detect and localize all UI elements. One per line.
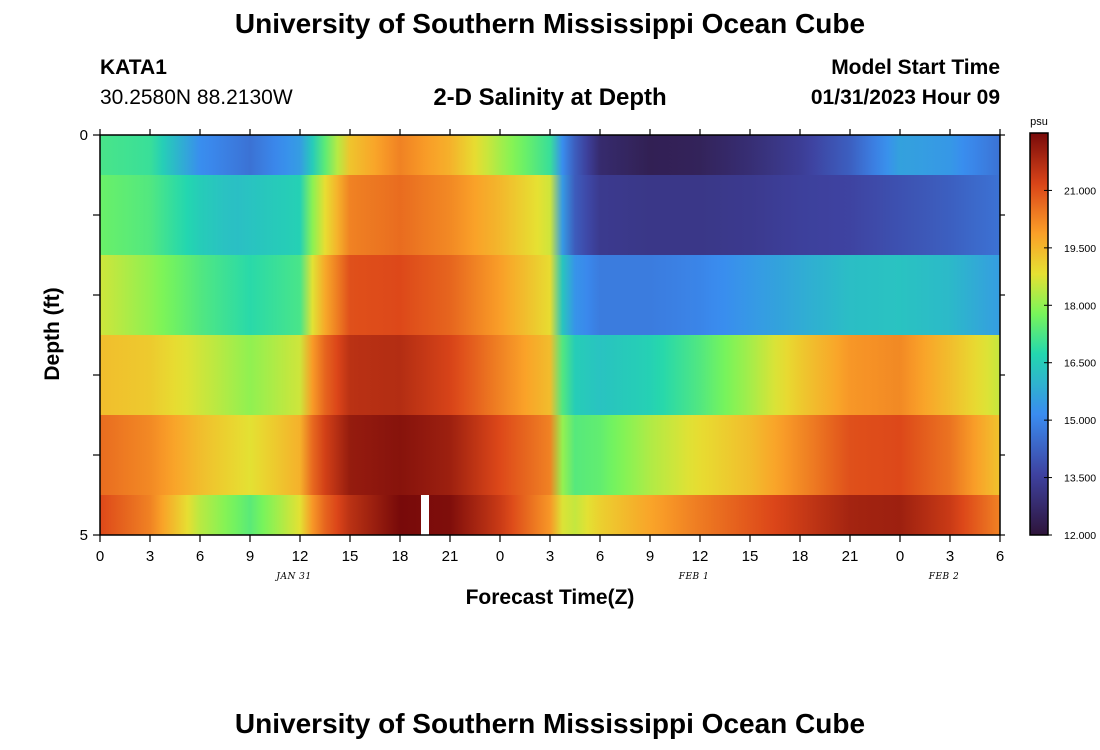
x-tick-label: 0 — [96, 548, 104, 565]
colorbar-tick-label: 13.500 — [1064, 473, 1096, 485]
x-axis-title: Forecast Time(Z) — [466, 586, 635, 609]
heatmap-row — [100, 495, 1000, 535]
colorbar-tick-label: 18.000 — [1064, 300, 1096, 312]
heatmap-row — [100, 415, 1000, 495]
footer-title: University of Southern Mississippi Ocean… — [234, 708, 866, 739]
day-label: FEB 2 — [928, 572, 960, 582]
colorbar-tick-label: 21.000 — [1064, 185, 1096, 197]
colorbar-tick-label: 15.000 — [1064, 415, 1096, 427]
x-tick-label: 0 — [896, 548, 904, 565]
station-id: KATA1 — [100, 56, 167, 79]
x-tick-label: 9 — [646, 548, 654, 565]
x-tick-label: 9 — [246, 548, 254, 565]
colorbar-gradient — [1029, 132, 1049, 536]
colorbar-tick-label: 19.500 — [1064, 243, 1096, 255]
day-label: JAN 31 — [274, 572, 311, 582]
y-axis-title: Depth (ft) — [41, 287, 64, 380]
page-title: University of Southern Mississippi Ocean… — [234, 8, 866, 39]
day-label: FEB 1 — [678, 572, 710, 582]
model-start-time: 01/31/2023 Hour 09 — [810, 86, 1000, 109]
x-tick-label: 21 — [442, 548, 459, 565]
heatmap-row — [100, 255, 1000, 335]
x-tick-label: 12 — [292, 548, 309, 565]
chart-axes: 0 3 6 9 12 15 18 21 0 3 6 9 12 15 18 21 0 3 6 JAN 31 FEB 1 FE… — [80, 127, 1005, 582]
x-tick-label: 6 — [196, 548, 204, 565]
x-tick-label: 0 — [496, 548, 504, 565]
x-tick-label: 3 — [546, 548, 554, 565]
model-start-label: Model Start Time — [831, 56, 1000, 79]
y-tick-label: 5 — [80, 527, 88, 544]
colorbar-tick-label: 16.500 — [1064, 358, 1096, 370]
chart-subtitle: 2-D Salinity at Depth — [433, 84, 667, 111]
station-coordinates: 30.2580N 88.2130W — [100, 86, 293, 109]
x-tick-label: 15 — [742, 548, 759, 565]
x-tick-label: 18 — [392, 548, 409, 565]
x-tick-label: 12 — [692, 548, 709, 565]
x-tick-label: 6 — [996, 548, 1004, 565]
x-tick-label: 3 — [146, 548, 154, 565]
heatmap-row — [100, 135, 1000, 175]
colorbar-unit: psu — [1030, 116, 1048, 128]
current-time-marker — [421, 495, 429, 535]
x-tick-label: 18 — [792, 548, 809, 565]
x-tick-label: 15 — [342, 548, 359, 565]
colorbar-tick-label: 12.000 — [1064, 530, 1096, 542]
x-tick-label: 21 — [842, 548, 859, 565]
x-tick-label: 6 — [596, 548, 604, 565]
colorbar: psu 21.000 19.500 18.000 16.500 15.000 13.500 1… — [1029, 116, 1096, 542]
x-tick-label: 3 — [946, 548, 954, 565]
heatmap-row — [100, 175, 1000, 255]
heatmap-cells — [100, 135, 1000, 535]
y-tick-label: 0 — [80, 127, 88, 144]
heatmap-row — [100, 335, 1000, 415]
